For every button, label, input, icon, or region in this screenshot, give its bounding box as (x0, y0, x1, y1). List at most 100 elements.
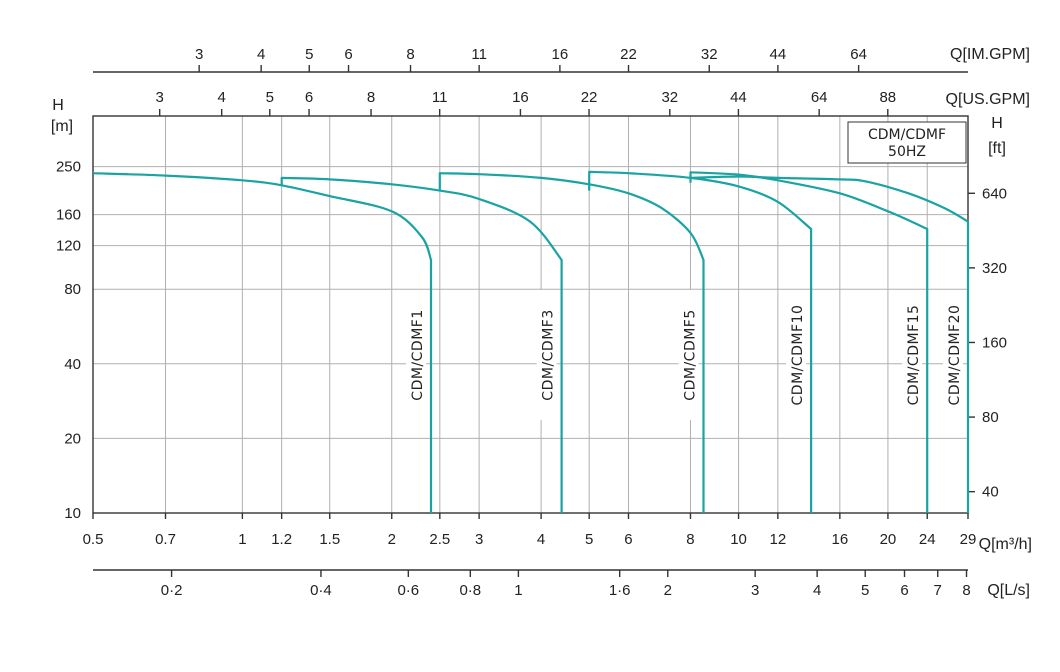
tick-label-m3h: 8 (686, 531, 694, 548)
tick-label-m: 40 (64, 356, 81, 373)
tick-label-im-gpm: 22 (620, 46, 637, 63)
tick-label-m3h: 5 (585, 531, 593, 548)
tick-label-ls: 4 (813, 582, 821, 599)
y-axis-right-title-h: H (991, 115, 1003, 132)
tick-label-m3h: 4 (537, 531, 545, 548)
tick-label-ls: 5 (861, 582, 869, 599)
curve-cdm-cdmf1 (92, 172, 433, 513)
x-axis-us-gpm-title: Q[US.GPM] (946, 91, 1030, 108)
tick-label-ft: 160 (982, 334, 1007, 351)
tick-label-m: 10 (64, 505, 81, 522)
tick-label-m: 160 (56, 207, 81, 224)
y-axis-left-title-h: H (52, 97, 64, 114)
tick-label-ls: 0·2 (161, 582, 183, 599)
tick-label-us-gpm: 32 (661, 89, 678, 106)
tick-label-im-gpm: 16 (552, 46, 569, 63)
tick-label-ls: 1 (514, 582, 522, 599)
curve-cdm-cdmf15 (689, 171, 929, 513)
curve-cdm-cdmf20 (690, 175, 970, 513)
tick-label-us-gpm: 8 (367, 89, 375, 106)
tick-label-ls: 6 (900, 582, 908, 599)
tick-label-ls: 0·8 (459, 582, 481, 599)
tick-label-m3h: 1.5 (319, 531, 340, 548)
tick-label-m: 80 (64, 281, 81, 298)
x-axis-im-gpm-title: Q[IM.GPM] (950, 46, 1030, 63)
tick-label-m3h: 10 (730, 531, 747, 548)
curve-label: CDM/CDMF5 (683, 309, 699, 400)
tick-label-m3h: 12 (770, 531, 787, 548)
tick-label-m: 250 (56, 159, 81, 176)
tick-label-us-gpm: 5 (266, 89, 274, 106)
pump-curves (92, 170, 970, 513)
tick-label-ft: 40 (982, 484, 999, 501)
curve-cdm-cdmf5 (438, 172, 705, 513)
tick-label-ls: 1·6 (609, 582, 631, 599)
tick-label-m3h: 0.7 (155, 531, 176, 548)
curve-label-bg (786, 290, 807, 420)
tick-label-ls: 2 (664, 582, 672, 599)
curve-label: CDM/CDMF1 (410, 309, 426, 400)
tick-label-m: 20 (64, 430, 81, 447)
tick-label-im-gpm: 64 (850, 46, 867, 63)
tick-label-us-gpm: 88 (879, 89, 896, 106)
tick-label-ls: 8 (962, 582, 970, 599)
tick-label-m3h: 0.5 (83, 531, 104, 548)
tick-label-im-gpm: 32 (701, 46, 718, 63)
tick-label-im-gpm: 8 (406, 46, 414, 63)
x-axis-m3h-title: Q[m³/h] (979, 536, 1032, 553)
curve-label-bg (678, 290, 699, 420)
tick-label-us-gpm: 4 (218, 89, 226, 106)
tick-label-m3h: 20 (880, 531, 897, 548)
tick-label-us-gpm: 64 (811, 89, 828, 106)
tick-labels: 0.5 0.7 1 1.2 1.5 2 2.5 3 4 5 6 8 10 12 16 20 24 29102040… (56, 46, 1007, 599)
plot-frame (92, 115, 969, 514)
tick-label-im-gpm: 6 (344, 46, 352, 63)
tick-label-m3h: 1.2 (271, 531, 292, 548)
legend-line-2: 50HZ (888, 144, 926, 160)
tick-label-us-gpm: 3 (156, 89, 164, 106)
tick-label-us-gpm: 6 (305, 89, 313, 106)
axes (92, 71, 969, 571)
tick-label-us-gpm: 11 (432, 89, 448, 106)
tick-label-ls: 3 (751, 582, 759, 599)
tick-label-m3h: 16 (832, 531, 849, 548)
curve-label: CDM/CDMF20 (947, 305, 963, 406)
legend-frame (847, 121, 967, 164)
grid-lines (92, 116, 969, 514)
tick-label-ft: 80 (982, 409, 999, 426)
curve-labels: CDM/CDMF1 CDM/CDMF3 CDM/CDMF5 CDM/CDMF10 CDM… (406, 290, 963, 420)
tick-label-ft: 640 (982, 185, 1007, 202)
tick-label-m3h: 24 (919, 531, 936, 548)
y-axis-right-title-unit: [ft] (988, 140, 1006, 157)
tick-label-m3h: 6 (624, 531, 632, 548)
tick-label-im-gpm: 44 (770, 46, 787, 63)
curve-label-bg (943, 290, 963, 420)
tick-label-im-gpm: 5 (305, 46, 313, 63)
tick-label-us-gpm: 16 (512, 89, 529, 106)
tick-label-m3h: 3 (475, 531, 483, 548)
legend-box: CDM/CDMF 50HZ (847, 121, 967, 164)
tick-label-im-gpm: 11 (471, 46, 487, 63)
y-axis-left-title-unit: [m] (51, 118, 73, 135)
legend-line-1: CDM/CDMF (868, 127, 946, 143)
curve-label: CDM/CDMF3 (541, 309, 557, 400)
tick-label-m3h: 2.5 (429, 531, 450, 548)
tick-label-m3h: 1 (238, 531, 246, 548)
curve-label: CDM/CDMF10 (790, 305, 806, 406)
curve-label-bg (536, 290, 557, 420)
tick-label-m3h: 2 (388, 531, 396, 548)
tick-label-ls: 7 (934, 582, 942, 599)
curve-label-bg (406, 290, 427, 420)
tick-label-us-gpm: 44 (730, 89, 747, 106)
tick-label-m: 120 (56, 238, 81, 255)
tick-label-ft: 320 (982, 260, 1007, 277)
tick-label-m3h: 29 (960, 531, 977, 548)
tick-label-us-gpm: 22 (581, 89, 598, 106)
x-axis-ls-title: Q[L/s] (987, 582, 1030, 599)
curve-label: CDM/CDMF15 (906, 305, 922, 406)
tick-label-im-gpm: 4 (257, 46, 265, 63)
tick-label-ls: 0·6 (397, 582, 419, 599)
curve-label-bg (902, 290, 923, 420)
curve-cdm-cdmf10 (588, 170, 813, 513)
